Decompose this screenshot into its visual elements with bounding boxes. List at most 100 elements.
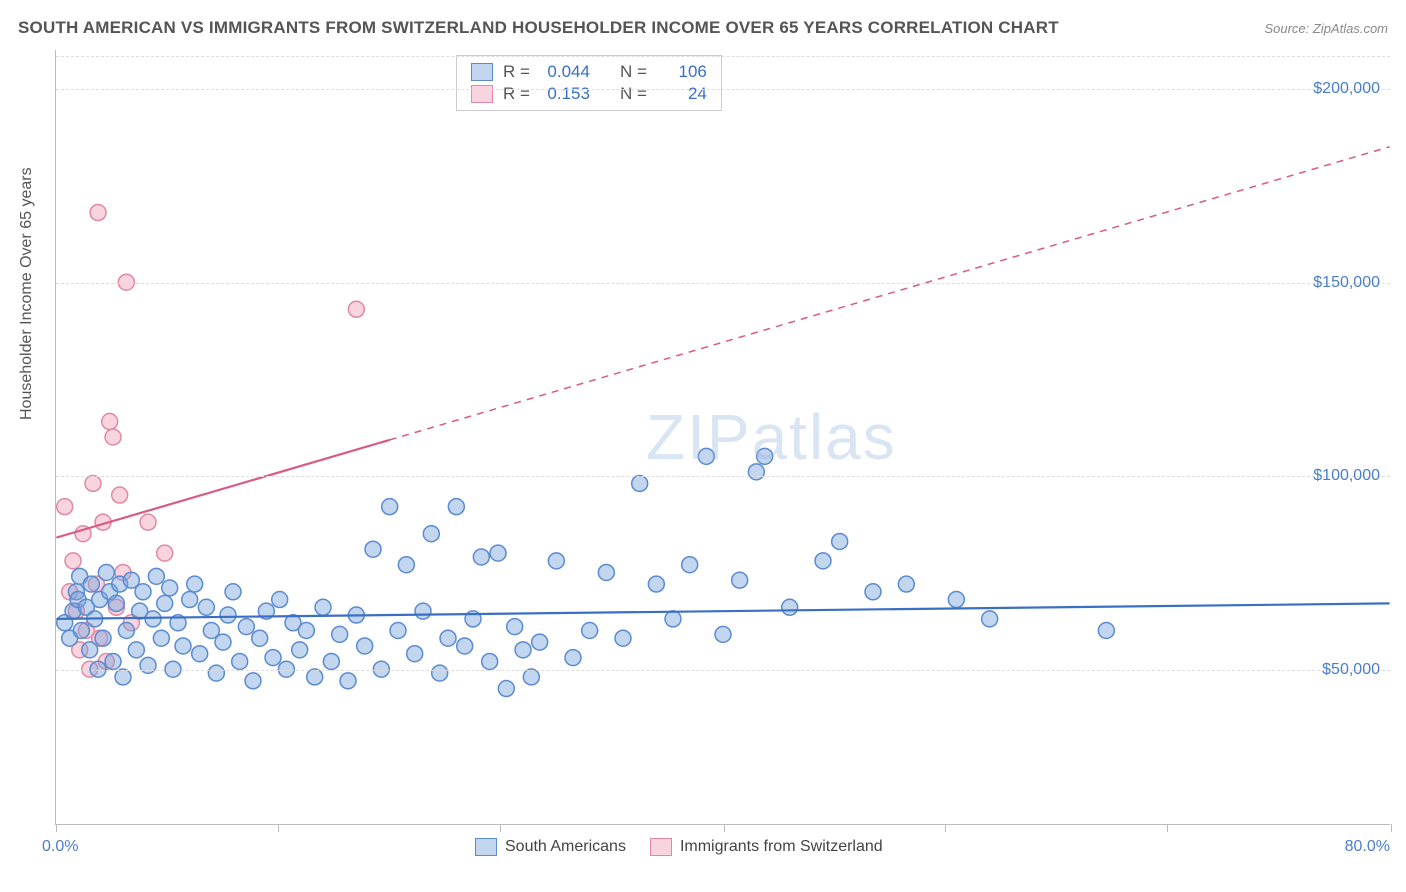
- data-point: [220, 607, 236, 623]
- data-point: [832, 534, 848, 550]
- n-value-a: 106: [657, 62, 707, 82]
- data-point: [157, 545, 173, 561]
- legend-series-box: South Americans Immigrants from Switzerl…: [475, 838, 883, 856]
- data-point: [232, 653, 248, 669]
- data-point: [108, 595, 124, 611]
- legend-swatch-a: [471, 63, 493, 81]
- data-point: [272, 592, 288, 608]
- legend-row-series-b: R = 0.153 N = 24: [471, 84, 707, 104]
- data-point: [548, 553, 564, 569]
- data-point: [105, 429, 121, 445]
- data-point: [102, 414, 118, 430]
- data-point: [265, 650, 281, 666]
- data-point: [490, 545, 506, 561]
- chart-svg: [56, 50, 1390, 824]
- legend-item-b: Immigrants from Switzerland: [650, 838, 883, 856]
- n-value-b: 24: [657, 84, 707, 104]
- data-point: [148, 568, 164, 584]
- data-point: [90, 205, 106, 221]
- data-point: [292, 642, 308, 658]
- legend-correlation-box: R = 0.044 N = 106 R = 0.153 N = 24: [456, 55, 722, 111]
- data-point: [507, 619, 523, 635]
- chart-title: SOUTH AMERICAN VS IMMIGRANTS FROM SWITZE…: [18, 18, 1059, 38]
- legend-label-a: South Americans: [505, 838, 626, 856]
- r-label: R =: [503, 62, 530, 82]
- data-point: [198, 599, 214, 615]
- data-point: [515, 642, 531, 658]
- data-point: [252, 630, 268, 646]
- trend-line: [56, 603, 1389, 618]
- data-point: [473, 549, 489, 565]
- data-point: [153, 630, 169, 646]
- data-point: [85, 475, 101, 491]
- data-point: [105, 653, 121, 669]
- data-point: [182, 592, 198, 608]
- x-axis-min-label: 0.0%: [42, 838, 78, 856]
- data-point: [382, 499, 398, 515]
- legend-label-b: Immigrants from Switzerland: [680, 838, 883, 856]
- y-tick-label: $200,000: [1313, 80, 1380, 98]
- data-point: [332, 626, 348, 642]
- y-tick-label: $50,000: [1322, 661, 1380, 679]
- legend-row-series-a: R = 0.044 N = 106: [471, 62, 707, 82]
- data-point: [598, 564, 614, 580]
- data-point: [95, 630, 111, 646]
- data-point: [440, 630, 456, 646]
- data-point: [298, 623, 314, 639]
- data-point: [398, 557, 414, 573]
- data-point: [482, 653, 498, 669]
- data-point: [135, 584, 151, 600]
- data-point: [582, 623, 598, 639]
- data-point: [757, 448, 773, 464]
- data-point: [73, 623, 89, 639]
- data-point: [357, 638, 373, 654]
- data-point: [1098, 623, 1114, 639]
- data-point: [698, 448, 714, 464]
- x-axis-max-label: 80.0%: [1345, 838, 1390, 856]
- legend-swatch-b-bottom: [650, 838, 672, 856]
- data-point: [390, 623, 406, 639]
- data-point: [782, 599, 798, 615]
- data-point: [112, 487, 128, 503]
- trend-line-dashed: [390, 147, 1390, 440]
- data-point: [348, 301, 364, 317]
- data-point: [682, 557, 698, 573]
- data-point: [65, 553, 81, 569]
- data-point: [340, 673, 356, 689]
- y-tick-label: $100,000: [1313, 467, 1380, 485]
- data-point: [432, 665, 448, 681]
- legend-item-a: South Americans: [475, 838, 626, 856]
- plot-area: ZIPatlas R = 0.044 N = 106 R = 0.153 N =…: [55, 50, 1390, 825]
- data-point: [128, 642, 144, 658]
- data-point: [415, 603, 431, 619]
- data-point: [365, 541, 381, 557]
- y-axis-label: Householder Income Over 65 years: [18, 167, 36, 420]
- data-point: [523, 669, 539, 685]
- legend-swatch-b: [471, 85, 493, 103]
- data-point: [423, 526, 439, 542]
- y-tick-label: $150,000: [1313, 274, 1380, 292]
- r-label: R =: [503, 84, 530, 104]
- data-point: [57, 499, 73, 515]
- data-point: [665, 611, 681, 627]
- data-point: [187, 576, 203, 592]
- data-point: [157, 595, 173, 611]
- r-value-a: 0.044: [540, 62, 590, 82]
- source-label: Source: ZipAtlas.com: [1264, 21, 1388, 36]
- data-point: [532, 634, 548, 650]
- data-point: [98, 564, 114, 580]
- data-point: [457, 638, 473, 654]
- data-point: [632, 475, 648, 491]
- data-point: [162, 580, 178, 596]
- data-point: [407, 646, 423, 662]
- data-point: [118, 623, 134, 639]
- data-point: [498, 681, 514, 697]
- data-point: [140, 514, 156, 530]
- data-point: [565, 650, 581, 666]
- data-point: [208, 665, 224, 681]
- legend-swatch-a-bottom: [475, 838, 497, 856]
- r-value-b: 0.153: [540, 84, 590, 104]
- data-point: [865, 584, 881, 600]
- data-point: [898, 576, 914, 592]
- data-point: [323, 653, 339, 669]
